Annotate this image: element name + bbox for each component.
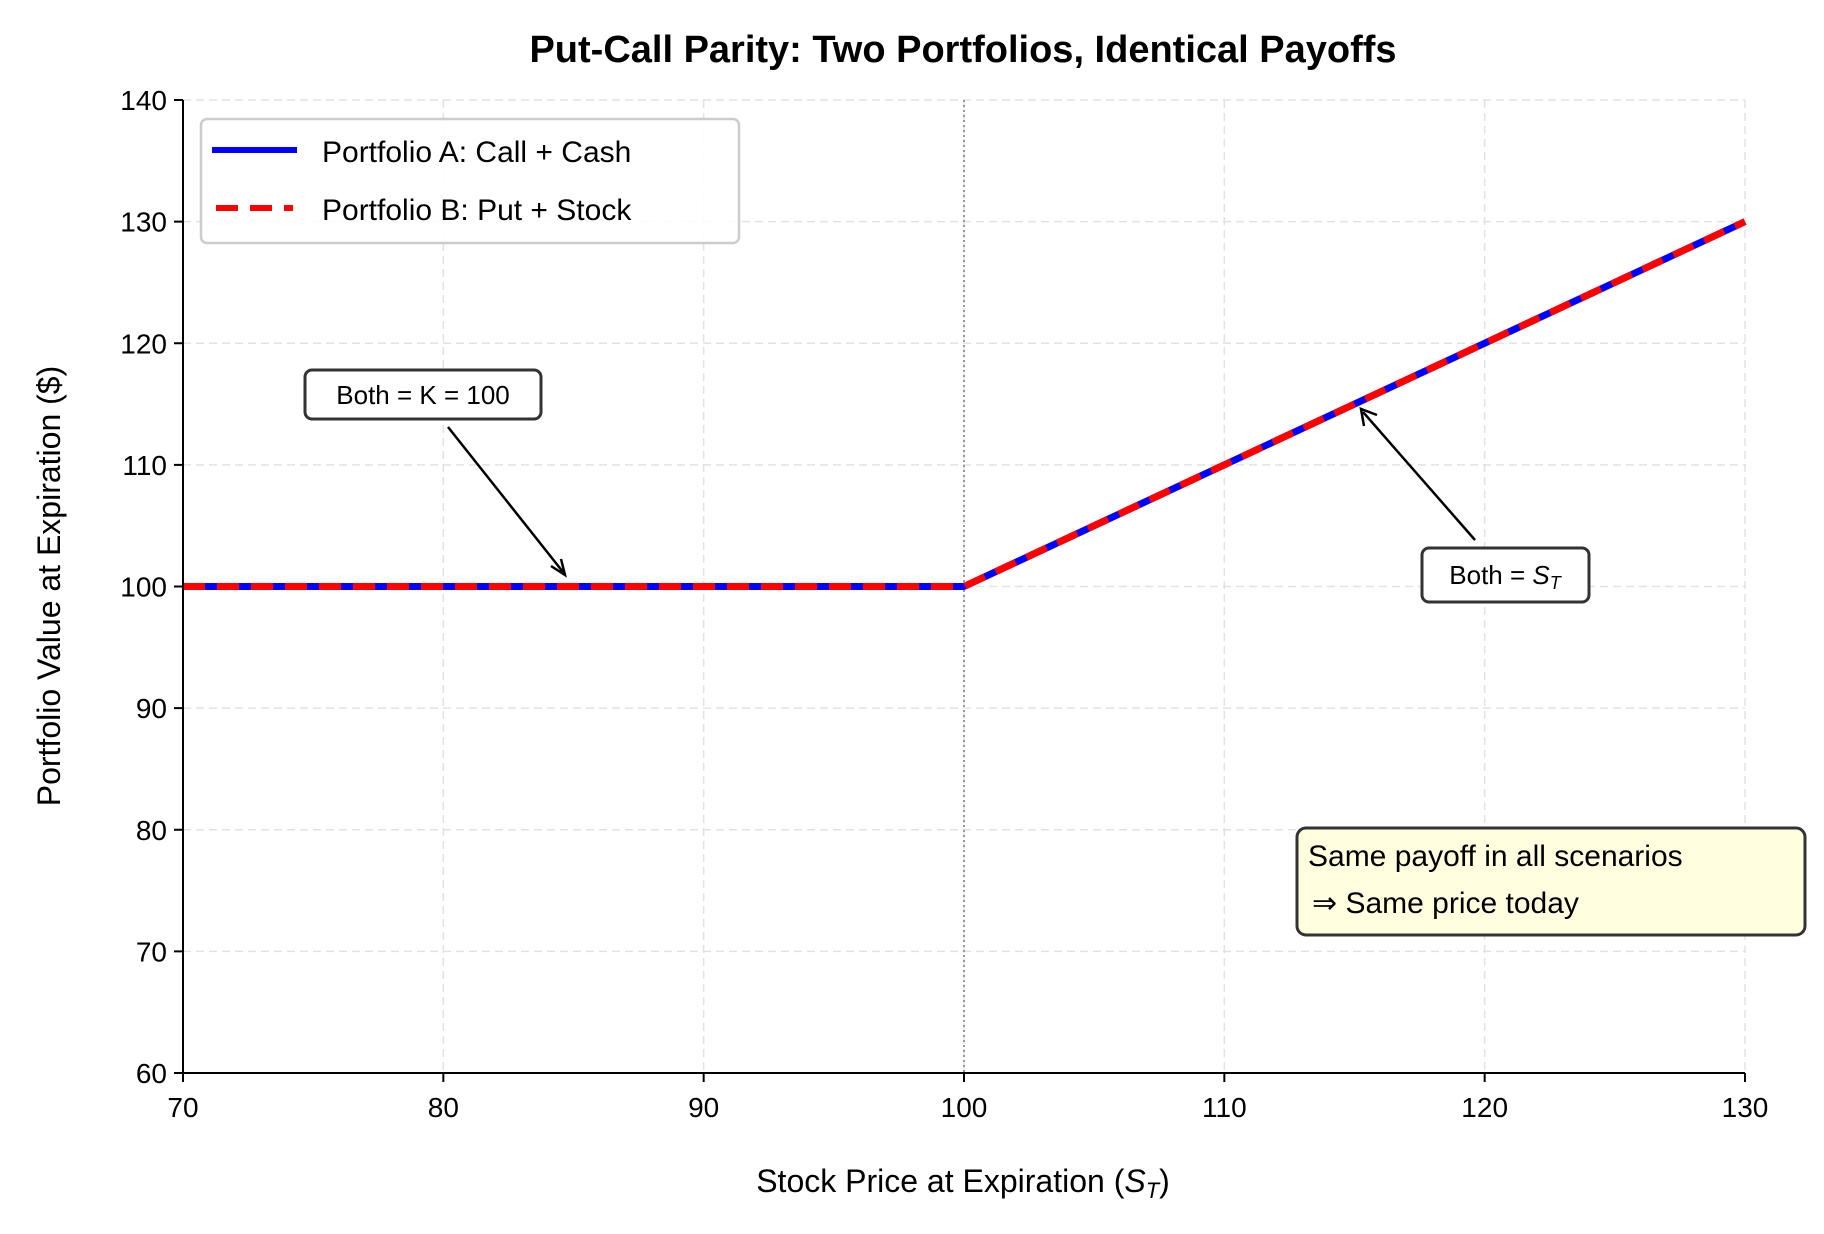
annotation-st: Both = ST [1359, 407, 1591, 604]
y-tick-label: 140 [120, 85, 167, 116]
note-box: Same payoff in all scenarios ⇒ Same pric… [1295, 826, 1807, 937]
note-line-1: Same payoff in all scenarios [1308, 840, 1683, 873]
legend-label-b: Portfolio B: Put + Stock [322, 194, 632, 227]
note-line-2: ⇒ Same price today [1312, 887, 1579, 920]
series-line-a [183, 218, 1747, 590]
y-tick-label: 80 [136, 815, 167, 846]
x-tick-label: 100 [941, 1092, 988, 1123]
y-tick-label: 130 [120, 207, 167, 238]
ticks: 70 80 90 100 110 120 1306070809010011012013014… [120, 85, 1768, 1123]
x-tick-label: 120 [1461, 1092, 1508, 1123]
y-tick-label: 60 [136, 1058, 167, 1089]
y-tick-label: 120 [120, 328, 167, 359]
y-tick-label: 110 [122, 450, 167, 481]
legend-label-a: Portfolio A: Call + Cash [322, 136, 631, 169]
y-tick-label: 100 [120, 572, 167, 603]
x-tick-label: 80 [428, 1092, 459, 1123]
series-group [183, 218, 1747, 590]
x-tick-label: 110 [1202, 1092, 1247, 1123]
annotation-strike-text: Both = K = 100 [336, 380, 509, 410]
x-tick-label: 70 [167, 1092, 198, 1123]
legend: Portfolio A: Call + Cash Portfolio B: Pu… [199, 117, 741, 245]
x-axis-label: Stock Price at Expiration (ST) [756, 1163, 1170, 1203]
x-tick-label: 90 [688, 1092, 719, 1123]
y-tick-label: 90 [136, 693, 167, 724]
annotation-st-text: Both = ST [1449, 560, 1562, 593]
x-tick-label: 130 [1722, 1092, 1769, 1123]
chart-title: Put-Call Parity: Two Portfolios, Identic… [529, 29, 1396, 71]
y-tick-label: 70 [136, 936, 167, 967]
annotation-strike: Both = K = 100 [303, 368, 567, 578]
y-axis-label: Portfolio Value at Expiration ($) [31, 366, 67, 807]
